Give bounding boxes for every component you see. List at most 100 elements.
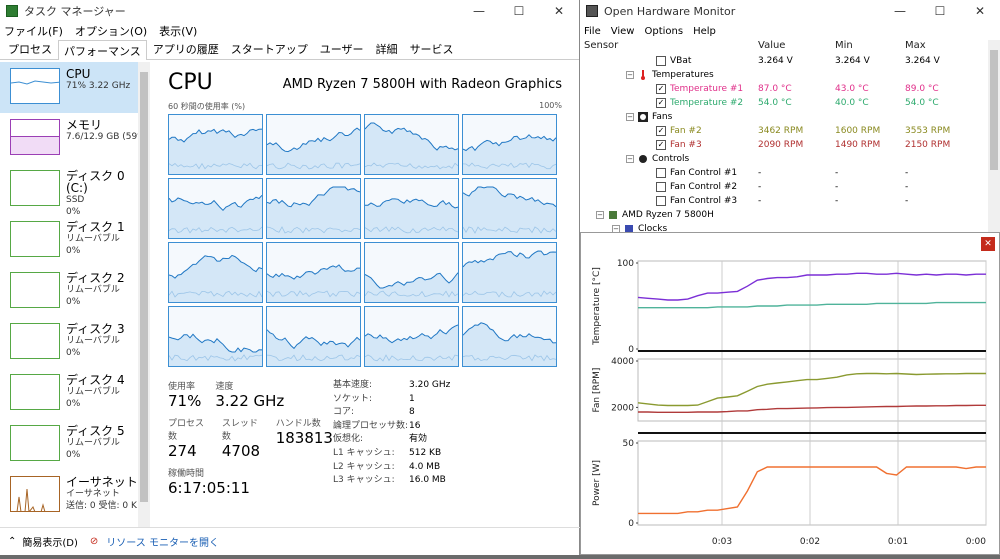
tab-details[interactable]: 詳細: [375, 43, 398, 56]
expander-icon[interactable]: −: [596, 211, 604, 219]
tab-services[interactable]: サービス: [409, 43, 454, 56]
plot-checkbox[interactable]: [656, 196, 666, 206]
sensor-row[interactable]: ✓ Temperature #2 54.0 °C 40.0 °C 54.0 °C: [580, 96, 1000, 110]
sensor-row[interactable]: Fan Control #2 - - -: [580, 180, 1000, 194]
ohm-scrollbar[interactable]: [988, 40, 1000, 232]
expander-icon[interactable]: −: [626, 113, 634, 121]
sidebar-item[interactable]: ディスク 2 リムーバブル 0%: [0, 266, 150, 317]
chevron-up-icon[interactable]: ⌃: [8, 536, 17, 547]
menu-options[interactable]: オプション(O): [74, 25, 148, 38]
x-tick-label: 0:02: [800, 537, 820, 547]
col-value[interactable]: Value: [758, 40, 786, 51]
x-tick-label: 0:03: [712, 537, 732, 547]
plot-close-button[interactable]: ✕: [981, 237, 995, 251]
sensor-row[interactable]: − AMD Ryzen 7 5800H: [580, 208, 1000, 222]
plot-checkbox[interactable]: [656, 182, 666, 192]
sensor-min: 1490 RPM: [835, 140, 881, 150]
spec-value: 4.0 MB: [409, 461, 441, 472]
y-tick-label: 0: [628, 519, 634, 529]
tab-processes[interactable]: プロセス: [8, 43, 52, 56]
col-max[interactable]: Max: [905, 40, 926, 51]
tab-startup[interactable]: スタートアップ: [230, 43, 308, 56]
sensor-name: VBat: [670, 56, 692, 66]
spec-value: 16: [409, 420, 421, 431]
sensor-group-name: Controls: [652, 154, 690, 164]
core-graph: [266, 306, 361, 367]
plot-checkbox[interactable]: ✓: [656, 98, 666, 108]
spec-row: 基本速度: 3.20 GHz: [333, 379, 450, 393]
sidebar-item[interactable]: ディスク 3 リムーバブル 0%: [0, 317, 150, 368]
controls-icon: [638, 154, 648, 164]
sensor-min: -: [835, 196, 839, 206]
tm-tabs: プロセス パフォーマンス アプリの履歴 スタートアップ ユーザー 詳細 サービス: [0, 40, 579, 60]
perf-sidebar: CPU 71% 3.22 GHz メモリ 7.6/12.9 GB (59%) デ…: [0, 62, 150, 527]
expander-icon[interactable]: −: [626, 71, 634, 79]
plot-checkbox[interactable]: [656, 56, 666, 66]
ohm-window: Open Hardware Monitor — ☐ ✕ File View Op…: [580, 0, 1000, 234]
plot-checkbox[interactable]: [656, 168, 666, 178]
sensor-min: 40.0 °C: [835, 98, 869, 108]
series-line: [638, 466, 986, 515]
sensor-row[interactable]: VBat 3.264 V 3.264 V 3.264 V: [580, 54, 1000, 68]
expander-icon[interactable]: −: [626, 155, 634, 163]
sidebar-item[interactable]: ディスク 5 リムーバブル 0%: [0, 419, 150, 470]
ohm-minimize-button[interactable]: —: [894, 4, 906, 18]
sensor-row[interactable]: − Fans: [580, 110, 1000, 124]
resource-monitor-icon: ⊘: [89, 536, 99, 547]
threads-label: スレッド数: [221, 419, 258, 442]
sensor-group-name: Temperatures: [652, 70, 714, 80]
menu-view[interactable]: 表示(V): [159, 25, 198, 38]
y-axis-label: Power [W]: [592, 460, 602, 506]
plot-checkbox[interactable]: ✓: [656, 126, 666, 136]
sidebar-item-status: 0%: [66, 399, 81, 409]
spec-key: 仮想化:: [333, 434, 364, 445]
sensor-row[interactable]: ✓ Temperature #1 87.0 °C 43.0 °C 89.0 °C: [580, 82, 1000, 96]
spec-key: コア:: [333, 407, 355, 418]
sensor-row[interactable]: ✓ Fan #3 2090 RPM 1490 RPM 2150 RPM: [580, 138, 1000, 152]
sidebar-thumbnail: [10, 170, 60, 206]
ohm-menu-options[interactable]: Options: [644, 25, 684, 37]
resource-monitor-link[interactable]: リソース モニターを開く: [106, 538, 219, 549]
sensor-row[interactable]: Fan Control #1 - - -: [580, 166, 1000, 180]
sidebar-item[interactable]: ディスク 0 (C:) SSD 0%: [0, 164, 150, 217]
plot-checkbox[interactable]: ✓: [656, 84, 666, 94]
sensor-row[interactable]: − Controls: [580, 152, 1000, 166]
sidebar-item-name: イーサネット: [66, 475, 138, 489]
cpu-panel: CPU AMD Ryzen 7 5800H with Radeon Graphi…: [150, 62, 580, 527]
close-button[interactable]: ✕: [553, 4, 565, 18]
tab-app-history[interactable]: アプリの履歴: [152, 43, 219, 56]
sidebar-thumbnail: [10, 425, 60, 461]
sidebar-item[interactable]: CPU 71% 3.22 GHz: [0, 62, 150, 113]
sidebar-item[interactable]: メモリ 7.6/12.9 GB (59%): [0, 113, 150, 164]
sidebar-item[interactable]: ディスク 4 リムーバブル 0%: [0, 368, 150, 419]
sensor-row[interactable]: Fan Control #3 - - -: [580, 194, 1000, 208]
spec-row: 仮想化: 有効: [333, 433, 450, 447]
ohm-menu-view[interactable]: View: [610, 25, 635, 37]
y-axis-label: Fan [RPM]: [592, 368, 602, 413]
sidebar-scrollbar[interactable]: [138, 62, 150, 527]
menu-file[interactable]: ファイル(F): [4, 25, 63, 38]
tab-users[interactable]: ユーザー: [319, 43, 364, 56]
minimize-button[interactable]: —: [473, 4, 485, 18]
ohm-maximize-button[interactable]: ☐: [934, 4, 946, 18]
sensor-min: -: [835, 182, 839, 192]
tab-performance[interactable]: パフォーマンス: [58, 40, 147, 60]
spec-value: 512 KB: [409, 447, 442, 458]
sensor-tree: VBat 3.264 V 3.264 V 3.264 V − Temperature…: [580, 54, 1000, 236]
sensor-max: 3553 RPM: [905, 126, 951, 136]
sidebar-item-name: ディスク 3: [66, 322, 125, 336]
series-line: [638, 404, 986, 414]
plot-checkbox[interactable]: ✓: [656, 140, 666, 150]
ohm-close-button[interactable]: ✕: [974, 4, 986, 18]
core-graph: [364, 306, 459, 367]
sidebar-item[interactable]: ディスク 1 リムーバブル 0%: [0, 215, 150, 266]
col-min[interactable]: Min: [835, 40, 853, 51]
ohm-menu-file[interactable]: File: [584, 25, 601, 37]
ohm-menu-help[interactable]: Help: [693, 25, 716, 37]
sidebar-item[interactable]: イーサネット イーサネット 送信: 0 受信: 0 K: [0, 470, 150, 521]
col-sensor[interactable]: Sensor: [584, 40, 619, 51]
sensor-row[interactable]: − Temperatures: [580, 68, 1000, 82]
sensor-row[interactable]: ✓ Fan #2 3462 RPM 1600 RPM 3553 RPM: [580, 124, 1000, 138]
simple-view-link[interactable]: 簡易表示(D): [22, 538, 78, 549]
maximize-button[interactable]: ☐: [513, 4, 525, 18]
